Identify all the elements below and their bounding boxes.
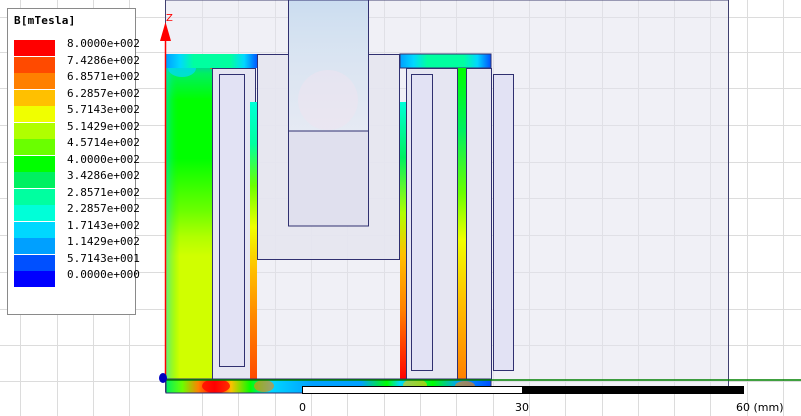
scale-label-0: 0: [299, 401, 306, 414]
legend-label: 6.8571e+002: [67, 70, 140, 83]
coordinate-axes: Z: [159, 13, 801, 383]
legend-swatch: [14, 254, 55, 271]
legend-swatch: [14, 106, 55, 122]
core-leg-2[interactable]: [400, 102, 406, 380]
legend-label: 7.4286e+002: [67, 53, 140, 67]
axis-origin-marker: [159, 373, 167, 383]
legend-swatch: [14, 188, 55, 205]
legend-label: 6.2857e+002: [67, 86, 140, 100]
legend-swatch: [14, 40, 55, 56]
legend-swatch: [14, 56, 55, 73]
legend-label: 2.2857e+002: [67, 202, 140, 215]
legend-swatch: [14, 172, 55, 188]
coil-right-1[interactable]: [411, 74, 433, 371]
legend-title: B[mTesla]: [14, 14, 76, 27]
legend-swatch: [14, 205, 55, 221]
legend-swatch: [14, 238, 55, 254]
legend-label: 4.5714e+002: [67, 136, 140, 149]
coil-left-1[interactable]: [219, 74, 245, 367]
core-leg-3[interactable]: [458, 68, 466, 380]
legend-label: 5.7143e+002: [67, 103, 140, 116]
legend-swatch: [14, 221, 55, 238]
coil-outer[interactable]: [493, 74, 514, 371]
scale-label-60: 60 (mm): [736, 401, 784, 414]
legend-swatch: [14, 89, 55, 106]
center-structure[interactable]: [257, 0, 400, 260]
scale-bar: [302, 386, 744, 394]
z-axis-arrowhead: [160, 22, 171, 41]
left-core-leg[interactable]: [166, 54, 219, 380]
legend-label: 2.8571e+002: [67, 185, 140, 199]
outer-window: [466, 68, 492, 380]
legend-swatch: [14, 155, 55, 172]
legend-swatch: [14, 271, 55, 287]
legend-swatch: [14, 139, 55, 155]
legend-swatch: [14, 122, 55, 139]
legend-label: 5.1429e+002: [67, 119, 140, 133]
legend-label: 1.7143e+002: [67, 218, 140, 232]
legend-swatch: [14, 73, 55, 89]
z-axis-label: Z: [166, 13, 173, 24]
scale-label-30: 30: [515, 401, 529, 414]
legend-label: 3.4286e+002: [67, 169, 140, 182]
core-leg-1[interactable]: [250, 102, 257, 380]
legend-label: 5.7143e+001: [67, 251, 140, 265]
legend-label: 8.0000e+002: [67, 37, 140, 50]
legend-label: 0.0000e+000: [67, 268, 140, 281]
legend-label: 4.0000e+002: [67, 152, 140, 166]
legend-label: 1.1429e+002: [67, 235, 140, 248]
color-legend[interactable]: B[mTesla] 8.0000e+002 7.4286e+002 6.8571e+…: [7, 8, 140, 315]
